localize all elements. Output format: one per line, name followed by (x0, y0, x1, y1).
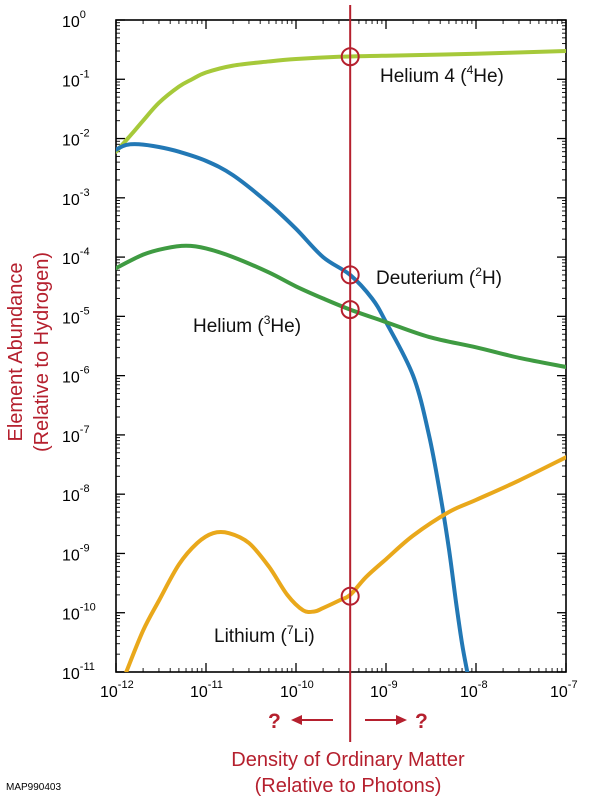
y-tick-label: 10-3 (62, 187, 90, 209)
x-tick-label: 10-8 (460, 679, 488, 701)
series-label-superscript: 7 (287, 623, 294, 637)
right-arrow-head (396, 715, 407, 725)
y-tick-base: 10 (62, 133, 80, 150)
series-line-he4 (116, 48, 566, 154)
y-tick-base: 10 (62, 73, 80, 90)
y-tick-exponent: -4 (80, 246, 90, 258)
y-tick-base: 10 (62, 370, 80, 387)
x-tick-exponent: -7 (568, 679, 578, 691)
y-tick-base: 10 (62, 488, 80, 505)
y-tick-exponent: -3 (80, 187, 90, 199)
y-tick-label: 10-1 (62, 68, 90, 90)
y-tick-label: 10-10 (62, 602, 96, 624)
x-tick-exponent: -11 (208, 679, 223, 691)
x-tick-label: 10-11 (190, 679, 223, 701)
x-tick-base: 10 (550, 684, 568, 701)
x-tick-base: 10 (280, 684, 298, 701)
series-label-text: He) (270, 316, 301, 337)
y-tick-label: 10-6 (62, 365, 90, 387)
x-tick-exponent: -9 (388, 679, 398, 691)
credit-label: MAP990403 (6, 782, 61, 793)
y-tick-exponent: -7 (80, 424, 90, 436)
x-tick-exponent: -12 (118, 679, 134, 691)
series-layer (116, 48, 566, 672)
series-label-he4: Helium 4 (4He) (380, 63, 504, 87)
y-tick-base: 10 (62, 251, 80, 268)
series-label-superscript: 2 (475, 265, 482, 279)
marker-he3 (340, 300, 360, 320)
series-label-text: He) (473, 66, 504, 87)
marker-lithium (340, 586, 360, 606)
y-tick-label: 100 (62, 9, 86, 31)
y-tick-base: 10 (62, 429, 80, 446)
x-tick-base: 10 (100, 684, 118, 701)
series-label-deuterium: Deuterium (2H) (376, 265, 502, 289)
series-label-text: H) (482, 268, 502, 289)
series-label-text: Li) (294, 626, 315, 647)
y-tick-base: 10 (62, 547, 80, 564)
y-axis-title-line-2: (Relative to Hydrogen) (31, 252, 53, 452)
y-tick-base: 10 (62, 607, 80, 624)
y-tick-label: 10-11 (62, 661, 95, 683)
y-tick-exponent: -10 (80, 602, 96, 614)
y-tick-exponent: -9 (80, 542, 90, 554)
x-axis-title-line-1: Density of Ordinary Matter (231, 749, 465, 771)
y-tick-exponent: -2 (80, 128, 90, 140)
series-line-deuterium (116, 142, 470, 672)
series-label-lithium: Lithium (7Li) (214, 623, 315, 647)
x-tick-label: 10-10 (280, 679, 314, 701)
y-tick-base: 10 (62, 14, 80, 31)
series-label-text: Deuterium ( (376, 268, 476, 289)
x-tick-label: 10-7 (550, 679, 578, 701)
y-tick-label: 10-9 (62, 542, 90, 564)
left-question-mark: ? (268, 710, 281, 733)
series-label-superscript: 3 (264, 313, 271, 327)
measurement-overlay (291, 5, 407, 742)
x-axis-title-line-2: (Relative to Photons) (255, 775, 442, 797)
y-tick-base: 10 (62, 192, 80, 209)
series-line-he3 (116, 243, 566, 369)
series-label-superscript: 4 (467, 63, 474, 77)
series-label-he3: Helium (3He) (193, 313, 301, 337)
y-tick-label: 10-7 (62, 424, 90, 446)
y-tick-label: 10-8 (62, 483, 90, 505)
x-tick-label: 10-9 (370, 679, 398, 701)
plot-axes: 10010-110-210-310-410-510-610-710-810-91… (62, 9, 578, 701)
x-tick-label: 10-12 (100, 679, 134, 701)
x-tick-exponent: -10 (298, 679, 314, 691)
x-tick-base: 10 (190, 684, 208, 701)
y-tick-exponent: 0 (80, 9, 86, 21)
series-label-text: Lithium ( (214, 626, 288, 647)
x-tick-base: 10 (460, 684, 478, 701)
x-tick-exponent: -8 (478, 679, 488, 691)
series-label-text: Helium ( (193, 316, 264, 337)
y-tick-exponent: -11 (80, 661, 95, 673)
series-line-lithium (124, 455, 566, 672)
label-layer: Helium 4 (4He)Deuterium (2H)Helium (3He)… (5, 63, 504, 797)
plot-frame (115, 19, 567, 673)
y-tick-label: 10-4 (62, 246, 90, 268)
y-tick-exponent: -1 (80, 68, 90, 80)
y-tick-label: 10-5 (62, 305, 90, 327)
series-label-text: Helium 4 ( (380, 66, 467, 87)
x-tick-base: 10 (370, 684, 388, 701)
y-tick-exponent: -5 (80, 305, 90, 317)
marker-he4 (340, 47, 360, 67)
y-tick-label: 10-2 (62, 128, 90, 150)
y-axis-title-line-1: Element Abundance (5, 262, 27, 441)
y-tick-exponent: -8 (80, 483, 90, 495)
y-tick-base: 10 (62, 310, 80, 327)
y-tick-exponent: -6 (80, 365, 90, 377)
marker-deuterium (340, 265, 360, 285)
right-question-mark: ? (415, 710, 428, 733)
left-arrow-head (291, 715, 302, 725)
y-tick-base: 10 (62, 666, 80, 683)
